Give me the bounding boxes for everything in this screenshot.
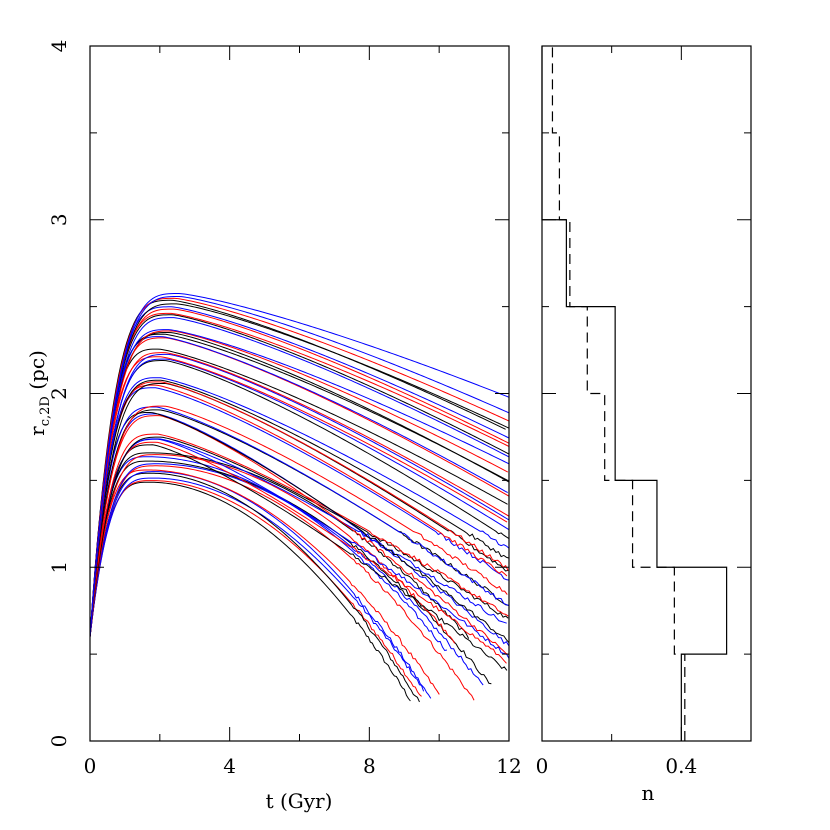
series-line-red xyxy=(89,441,507,664)
histogram-panel: 0 0.4 n xyxy=(536,45,752,805)
series-line-blue xyxy=(89,329,510,637)
series-line-red xyxy=(89,454,456,644)
series-line-blue xyxy=(89,477,425,692)
hist-x-tick-label: 0 xyxy=(536,754,549,778)
series-line-blue xyxy=(89,353,510,637)
series-line-black xyxy=(89,314,510,637)
series-line-black xyxy=(89,331,510,637)
series-line-red xyxy=(89,356,508,637)
series-line-red xyxy=(89,465,475,701)
y-tick-label: 0 xyxy=(47,735,71,748)
y-tick-label: 1 xyxy=(47,561,71,574)
y-axis-label: rc,2D (pc) xyxy=(25,350,53,436)
x-tick-label: 12 xyxy=(496,754,521,778)
series-line-black xyxy=(89,379,510,637)
right-tick-labels: 0 0.4 xyxy=(536,754,698,778)
series-line-black xyxy=(89,411,510,643)
histogram-x-label: n xyxy=(642,781,655,805)
series-line-red xyxy=(89,381,509,637)
series-line-blue xyxy=(89,463,484,686)
series-line-blue xyxy=(89,438,507,637)
series-line-red xyxy=(89,352,510,637)
series-line-blue xyxy=(89,295,510,637)
core-radius-curves xyxy=(89,293,510,703)
series-line-red xyxy=(89,415,509,655)
series-line-red xyxy=(89,405,508,637)
series-line-black xyxy=(89,452,470,639)
right-plot-frame xyxy=(541,45,752,742)
x-tick-label: 4 xyxy=(223,754,236,778)
series-line-blue xyxy=(89,471,432,699)
y-tick-label: 3 xyxy=(47,213,71,226)
series-line-black xyxy=(89,303,510,637)
series-line-blue xyxy=(89,377,510,637)
series-line-black xyxy=(89,481,411,702)
series-line-black xyxy=(89,460,492,685)
x-tick-label: 8 xyxy=(363,754,376,778)
series-line-black xyxy=(89,360,510,637)
series-line-red xyxy=(89,308,510,637)
x-tick-label: 0 xyxy=(84,754,97,778)
series-line-black xyxy=(89,444,508,671)
right-axis-ticks xyxy=(541,45,751,742)
histogram-steps xyxy=(541,46,728,741)
series-line-blue xyxy=(89,317,510,637)
series-line-black xyxy=(89,348,508,637)
series-line-blue xyxy=(89,293,510,637)
histogram-solid xyxy=(541,46,728,741)
series-line-blue xyxy=(89,456,448,652)
series-line-red xyxy=(89,469,440,695)
series-line-red xyxy=(89,312,509,637)
series-line-black xyxy=(89,436,509,637)
series-line-red xyxy=(89,480,422,697)
series-line-black xyxy=(89,472,420,703)
series-line-blue xyxy=(89,387,510,637)
series-line-red xyxy=(89,433,509,637)
series-line-red xyxy=(89,297,510,637)
x-axis-label: t (Gyr) xyxy=(266,789,333,813)
left-axis-ticks xyxy=(89,45,510,742)
left-plot-frame xyxy=(89,45,510,742)
series-line-blue xyxy=(89,306,510,637)
series-line-blue xyxy=(89,358,510,637)
series-line-black xyxy=(89,299,506,637)
y-tick-label: 4 xyxy=(47,40,71,53)
series-line-blue xyxy=(89,336,508,637)
series-line-blue xyxy=(89,438,510,659)
series-line-blue xyxy=(89,406,510,637)
series-line-red xyxy=(89,330,509,637)
series-line-red xyxy=(89,384,508,637)
series-line-red xyxy=(89,337,510,637)
histogram-dashed xyxy=(551,46,686,741)
y-tick-label: 2 xyxy=(47,387,71,400)
hist-x-tick-label: 0.4 xyxy=(665,754,697,778)
